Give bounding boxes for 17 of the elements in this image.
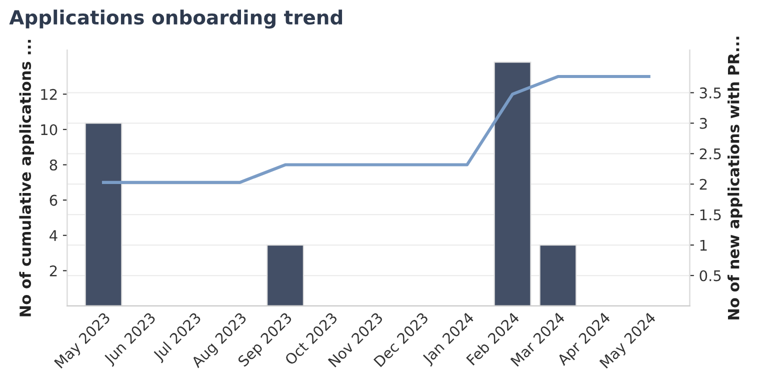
y2-tick-label: 1 [700, 240, 707, 251]
y-tick-label: 6 [50, 194, 58, 206]
y2-tick-label: 1.5 [700, 209, 721, 220]
y2-tick-label: 3.5 [700, 87, 721, 98]
y2-tick-label: 0.5 [700, 270, 721, 282]
chart-title: Applications onboarding trend [9, 10, 342, 29]
y2-axis-title: No of new applications with PR... [728, 36, 742, 320]
y-tick-label: 2 [50, 265, 57, 276]
y-tick-label: 12 [41, 88, 57, 100]
y-tick-label: 8 [50, 159, 58, 171]
y2-tick-label: 2.5 [700, 148, 721, 160]
y-tick-label: 10 [41, 124, 58, 136]
line-series [102, 74, 650, 184]
y2-tick-label: 3 [700, 118, 707, 129]
y-axis-title: No of cumulative applications ... [19, 40, 34, 316]
y2-tick-label: 2 [700, 178, 707, 190]
y-tick-label: 4 [50, 230, 58, 241]
